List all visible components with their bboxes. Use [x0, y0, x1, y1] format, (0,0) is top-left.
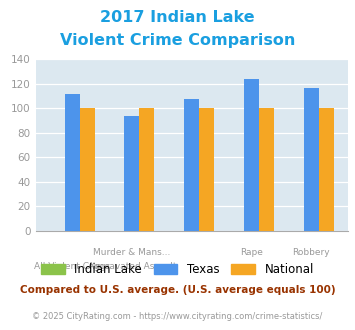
Text: Aggravated Assault: Aggravated Assault — [88, 262, 176, 271]
Bar — [304, 87, 319, 231]
Bar — [125, 116, 140, 231]
Text: © 2025 CityRating.com - https://www.cityrating.com/crime-statistics/: © 2025 CityRating.com - https://www.city… — [32, 312, 323, 321]
Text: Compared to U.S. average. (U.S. average equals 100): Compared to U.S. average. (U.S. average … — [20, 285, 335, 295]
Text: Rape: Rape — [240, 248, 263, 257]
Text: All Violent Crime: All Violent Crime — [34, 262, 110, 271]
Bar — [140, 109, 154, 231]
Text: Robbery: Robbery — [293, 248, 330, 257]
Legend: Indian Lake, Texas, National: Indian Lake, Texas, National — [37, 258, 318, 281]
Bar — [199, 109, 214, 231]
Bar — [65, 94, 80, 231]
Bar — [319, 109, 334, 231]
Bar — [244, 79, 259, 231]
Text: Murder & Mans...: Murder & Mans... — [93, 248, 171, 257]
Bar — [259, 109, 274, 231]
Bar — [80, 109, 94, 231]
Text: Violent Crime Comparison: Violent Crime Comparison — [60, 33, 295, 48]
Bar — [184, 99, 199, 231]
Text: 2017 Indian Lake: 2017 Indian Lake — [100, 10, 255, 25]
